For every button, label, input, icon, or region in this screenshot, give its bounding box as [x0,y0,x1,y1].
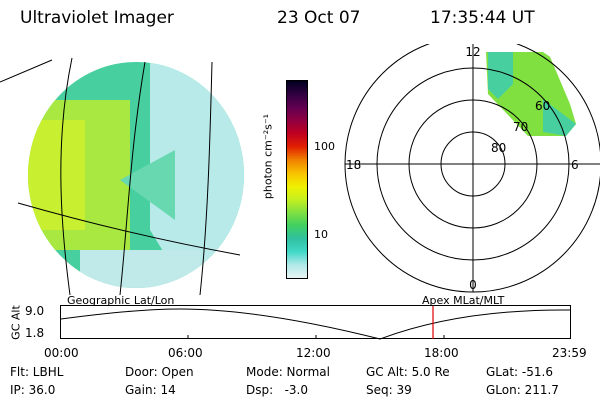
mode-info: Mode: Normal [246,365,330,379]
polar-grid [344,44,600,293]
geographic-image-panel [0,57,244,295]
app-title: Ultraviolet Imager [20,8,174,28]
mlat-label-70: 70 [513,120,528,134]
dsp-info: Dsp: -3.0 [246,383,309,397]
geo-panel-caption: Geographic Lat/Lon [67,294,175,307]
glon-info: GLon: 211.7 [486,383,559,397]
polar-panel-caption: Apex MLat/MLT [422,294,505,307]
uv-intensity-disk [28,62,244,288]
colorbar [286,80,308,279]
orbit-xtick-0600: 06:00 [168,346,203,360]
mlt-label-12: 12 [465,45,480,59]
geo-grid-lines [0,57,241,295]
ip-info: IP: 36.0 [10,383,56,397]
mlt-label-6: 6 [571,158,579,172]
mlt-label-0: 0 [469,278,477,292]
orbit-xtick-0000: 00:00 [44,346,79,360]
mlat-label-60: 60 [535,99,550,113]
orbit-xtick-1800: 18:00 [424,346,459,360]
door-info: Door: Open [125,365,194,379]
filter-info: Flt: LBHL [10,365,64,379]
gain-info: Gain: 14 [125,383,176,397]
glat-info: GLat: -51.6 [486,365,553,379]
mlt-label-18: 18 [346,158,361,172]
time-label: 17:35:44 UT [430,8,535,28]
orbit-ytick-top: 9.0 [25,304,45,318]
date-label: 23 Oct 07 [277,8,361,28]
polar-intensity-region [486,52,576,136]
orbit-xticks [187,335,445,339]
polar-mlat-mlt-panel: 12 18 6 0 60 70 80 [344,44,600,293]
orbit-xtick-2359: 23:59 [552,346,587,360]
colorbar-tick-100: 100 [314,140,335,153]
orbit-ylabel: GC Alt [9,305,23,340]
colorbar-tick-10: 10 [314,228,328,241]
orbit-xtick-1200: 12:00 [296,346,331,360]
colorbar-label: photon cm⁻²s⁻¹ [261,113,275,200]
gc-alt-info: GC Alt: 5.0 Re [366,365,450,379]
orbit-altitude-plot [60,305,571,340]
mlat-label-80: 80 [491,141,506,155]
orbit-ytick-bottom: 1.8 [25,326,45,340]
orbit-altitude-curve [60,308,571,340]
seq-info: Seq: 39 [366,383,412,397]
